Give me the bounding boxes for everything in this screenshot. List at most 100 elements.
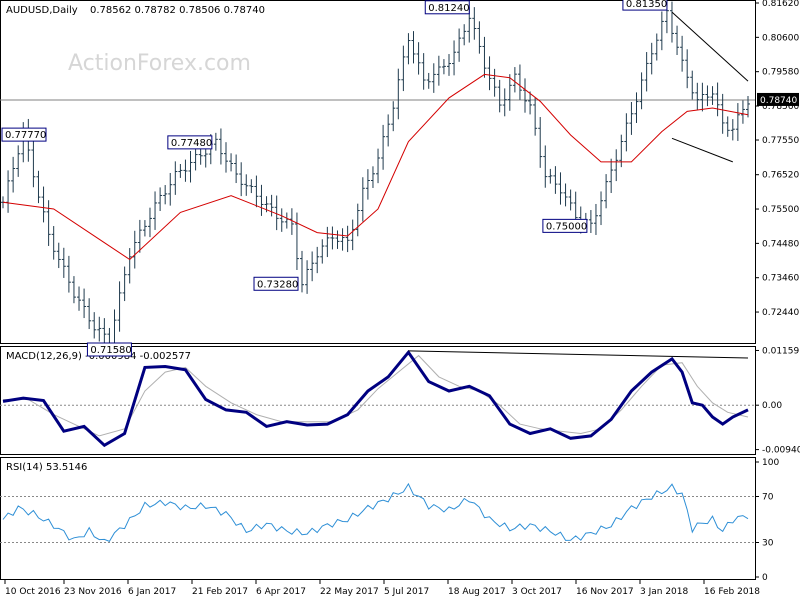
price-bar — [477, 21, 482, 54]
price-bar — [153, 191, 158, 230]
price-bar — [639, 72, 644, 110]
price-annotation-box — [424, 0, 470, 15]
price-bar — [163, 185, 168, 205]
price-annotation-box — [253, 276, 299, 291]
price-bar — [675, 25, 680, 56]
price-y-tick-label: 0.72440 — [762, 308, 799, 318]
macd-y-tick-label: -0.00940 — [762, 446, 800, 456]
price-bar — [563, 183, 568, 207]
price-bar — [370, 166, 375, 188]
current-price-badge — [757, 92, 799, 106]
price-bar — [213, 132, 218, 151]
macd-line — [2, 349, 749, 448]
price-annotation-box — [86, 342, 132, 357]
x-tick-label: 16 Feb 2018 — [704, 587, 760, 597]
price-annotation: 0.77770 — [1, 127, 47, 142]
price-bar — [330, 226, 335, 250]
price-bar — [462, 24, 467, 46]
price-bar — [685, 49, 690, 89]
price-bar — [132, 230, 137, 269]
price-bar — [538, 117, 543, 168]
price-bar — [654, 33, 659, 61]
price-bar — [249, 179, 254, 194]
price-bar — [147, 207, 152, 238]
price-annotation: 0.81350 — [622, 0, 668, 11]
price-bar — [669, 1, 674, 43]
price-bar — [376, 148, 381, 184]
price-bar — [87, 298, 92, 330]
price-bar — [406, 33, 411, 65]
macd-y-tick-label: 0.01159 — [762, 346, 799, 356]
price-bar — [634, 92, 639, 123]
price-bar — [142, 220, 147, 237]
price-bar — [122, 266, 127, 302]
price-bar — [690, 70, 695, 100]
x-tick-label: 5 Jul 2017 — [384, 587, 429, 597]
price-bar — [178, 164, 183, 178]
channel-line — [671, 137, 733, 163]
price-bar — [137, 219, 142, 253]
price-bar — [56, 242, 61, 269]
price-bar — [188, 150, 193, 183]
price-bar — [16, 145, 21, 177]
price-bar — [173, 161, 178, 195]
price-bar — [492, 68, 497, 97]
price-y-tick-label: 0.78560 — [762, 102, 799, 112]
price-bar — [97, 316, 102, 342]
price-bar — [386, 114, 391, 147]
price-bar — [543, 145, 548, 188]
rsi-panel-frame — [0, 457, 756, 580]
price-bar — [659, 11, 664, 51]
price-bar — [695, 82, 700, 110]
price-bar — [229, 153, 234, 172]
price-bar — [725, 116, 730, 137]
price-annotation-label: 0.71580 — [90, 345, 131, 356]
price-bar — [680, 35, 685, 72]
rsi-y-tick-label: 100 — [762, 458, 779, 468]
price-y-tick-label: 0.79580 — [762, 68, 799, 78]
price-bar — [31, 139, 36, 188]
price-annotation-box — [622, 0, 668, 11]
price-bar — [502, 88, 507, 117]
x-tick-label: 3 Jan 2018 — [640, 587, 688, 597]
macd-y-tick-label: 0.00 — [762, 401, 782, 411]
price-bar — [183, 159, 188, 182]
price-bar — [11, 156, 16, 193]
price-bar — [740, 100, 745, 124]
price-annotation: 0.75000 — [542, 218, 588, 233]
price-annotation-label: 0.73280 — [257, 279, 298, 290]
price-annotation-label: 0.77770 — [5, 130, 46, 141]
price-bar — [421, 53, 426, 90]
price-bar — [127, 248, 132, 284]
price-bar — [517, 64, 522, 100]
rsi-y-tick-label: 70 — [762, 493, 774, 503]
price-y-tick-label: 0.80600 — [762, 33, 799, 43]
price-bar — [254, 175, 259, 208]
channel-line — [671, 11, 749, 82]
rsi-title: RSI(14) 53.5146 — [6, 462, 87, 473]
price-bar — [431, 63, 436, 93]
price-bar — [244, 174, 249, 196]
price-bar — [599, 191, 604, 226]
price-bar — [720, 93, 725, 134]
price-y-tick-label: 0.74480 — [762, 239, 799, 249]
price-bar — [36, 170, 41, 204]
price-annotation: 0.73280 — [253, 276, 299, 291]
price-bar — [66, 255, 71, 293]
price-panel-frame — [0, 0, 756, 344]
price-annotation: 0.81240 — [424, 0, 470, 15]
price-bar — [436, 55, 441, 86]
price-y-tick-label: 0.75500 — [762, 205, 799, 215]
price-annotation: 0.77480 — [167, 135, 213, 150]
price-y-tick-label: 0.77550 — [762, 136, 799, 146]
price-bar — [441, 59, 446, 75]
price-bar — [487, 56, 492, 91]
price-bar — [360, 177, 365, 222]
price-bar — [452, 40, 457, 76]
macd-trend-line — [408, 350, 749, 359]
price-annotation-label: 0.81240 — [428, 3, 469, 14]
price-bar — [649, 42, 654, 75]
price-bar — [523, 78, 528, 113]
price-bar — [289, 208, 294, 235]
